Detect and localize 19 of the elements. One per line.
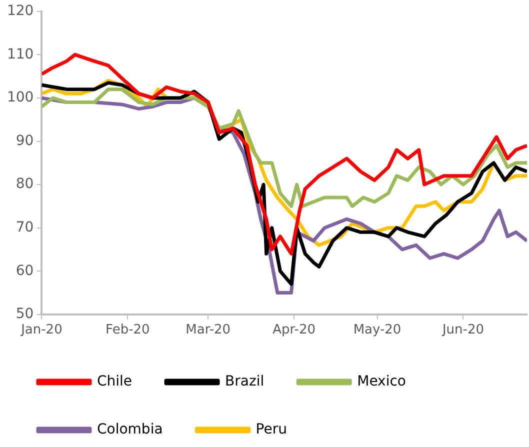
x-tick-label: May-20 (353, 322, 402, 338)
legend-label: Peru (256, 422, 287, 438)
x-tick-label: Jun-20 (441, 322, 484, 338)
y-tick-label: 80 (16, 176, 34, 192)
legend-label: Chile (97, 374, 132, 390)
x-tick-label: Apr-20 (272, 322, 316, 338)
y-tick-label: 100 (6, 90, 34, 106)
y-tick-label: 120 (6, 3, 34, 20)
x-tick-label: Jan-20 (20, 322, 62, 338)
y-tick-label: 110 (6, 46, 34, 62)
y-tick-label: 50 (16, 306, 34, 322)
legend-label: Colombia (97, 422, 163, 438)
legend-label: Brazil (225, 374, 264, 390)
x-tick-label: Feb-20 (106, 322, 150, 338)
y-tick-label: 90 (16, 132, 34, 149)
x-tick-label: Mar-20 (186, 322, 231, 338)
legend-label: Mexico (357, 374, 406, 390)
y-tick-label: 60 (16, 262, 34, 279)
y-tick-label: 70 (16, 219, 34, 236)
